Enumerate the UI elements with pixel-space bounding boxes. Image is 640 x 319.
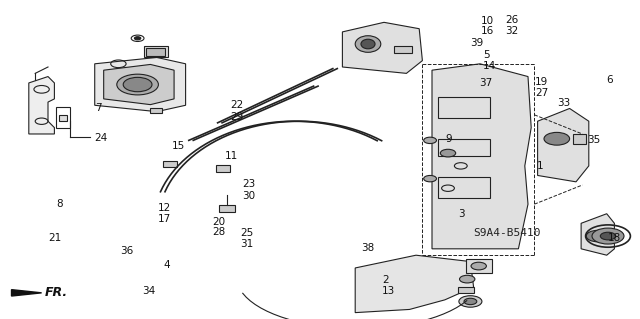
Text: 37: 37: [479, 78, 492, 88]
Text: 35: 35: [587, 135, 600, 145]
Text: 12: 12: [157, 203, 171, 213]
Circle shape: [464, 298, 477, 305]
Polygon shape: [432, 64, 531, 249]
Text: 38: 38: [362, 243, 375, 253]
Text: 1: 1: [536, 161, 543, 171]
Bar: [438, 139, 490, 156]
Text: 24: 24: [95, 133, 108, 143]
Bar: [144, 46, 168, 57]
Text: 21: 21: [48, 233, 61, 243]
Circle shape: [134, 37, 141, 40]
Text: 2: 2: [382, 275, 388, 285]
Circle shape: [460, 275, 475, 283]
Text: 20: 20: [212, 217, 226, 227]
Bar: [216, 165, 230, 172]
Bar: [438, 97, 490, 118]
Text: 13: 13: [382, 286, 396, 296]
Bar: [466, 259, 492, 273]
Circle shape: [471, 262, 486, 270]
Text: 23: 23: [242, 179, 255, 189]
Text: 28: 28: [212, 227, 226, 237]
Text: 17: 17: [157, 213, 171, 224]
Polygon shape: [581, 214, 614, 255]
Text: 27: 27: [535, 88, 548, 98]
Ellipse shape: [116, 74, 159, 95]
Text: FR.: FR.: [45, 286, 68, 299]
Bar: [163, 161, 177, 167]
Text: 11: 11: [225, 151, 239, 161]
Text: 4: 4: [163, 260, 170, 271]
Bar: [59, 115, 67, 121]
Text: 30: 30: [242, 191, 255, 201]
Text: 19: 19: [535, 77, 548, 87]
Circle shape: [544, 132, 570, 145]
Bar: [458, 287, 474, 293]
Polygon shape: [12, 290, 42, 296]
Text: 9: 9: [445, 134, 452, 144]
Circle shape: [424, 137, 436, 144]
Polygon shape: [104, 64, 174, 105]
Text: 8: 8: [56, 199, 63, 209]
Polygon shape: [355, 255, 474, 313]
Bar: [56, 107, 70, 128]
Text: 10: 10: [481, 16, 495, 26]
Polygon shape: [538, 108, 589, 182]
Text: S9A4-B5410: S9A4-B5410: [474, 228, 541, 238]
Text: 32: 32: [506, 26, 519, 36]
Text: 25: 25: [240, 228, 253, 238]
Text: 5: 5: [483, 50, 490, 60]
Circle shape: [458, 236, 470, 242]
Ellipse shape: [361, 39, 375, 49]
Text: 15: 15: [172, 141, 185, 151]
Text: 6: 6: [607, 75, 613, 85]
Bar: [394, 46, 412, 53]
Polygon shape: [95, 57, 186, 112]
Circle shape: [440, 149, 456, 157]
Text: 22: 22: [230, 100, 244, 110]
Circle shape: [459, 296, 482, 307]
Text: 18: 18: [608, 233, 621, 243]
Text: 33: 33: [557, 98, 570, 108]
Text: 26: 26: [506, 15, 519, 25]
Bar: [573, 134, 586, 144]
Text: 39: 39: [470, 38, 484, 48]
Circle shape: [424, 175, 436, 182]
Text: 31: 31: [240, 239, 253, 249]
Text: 14: 14: [483, 61, 497, 71]
Polygon shape: [29, 77, 54, 134]
Circle shape: [600, 232, 616, 240]
Bar: [146, 48, 165, 56]
Text: 34: 34: [142, 286, 156, 296]
Text: 16: 16: [481, 26, 495, 36]
Ellipse shape: [123, 77, 152, 92]
Text: 3: 3: [458, 209, 465, 219]
Bar: [438, 177, 490, 198]
Ellipse shape: [355, 36, 381, 52]
Polygon shape: [342, 22, 422, 73]
Bar: [150, 108, 162, 113]
Text: 36: 36: [120, 246, 134, 256]
Circle shape: [592, 228, 624, 244]
Bar: [219, 205, 235, 212]
Circle shape: [586, 230, 609, 242]
Text: 7: 7: [95, 103, 101, 114]
Text: 29: 29: [230, 112, 244, 122]
